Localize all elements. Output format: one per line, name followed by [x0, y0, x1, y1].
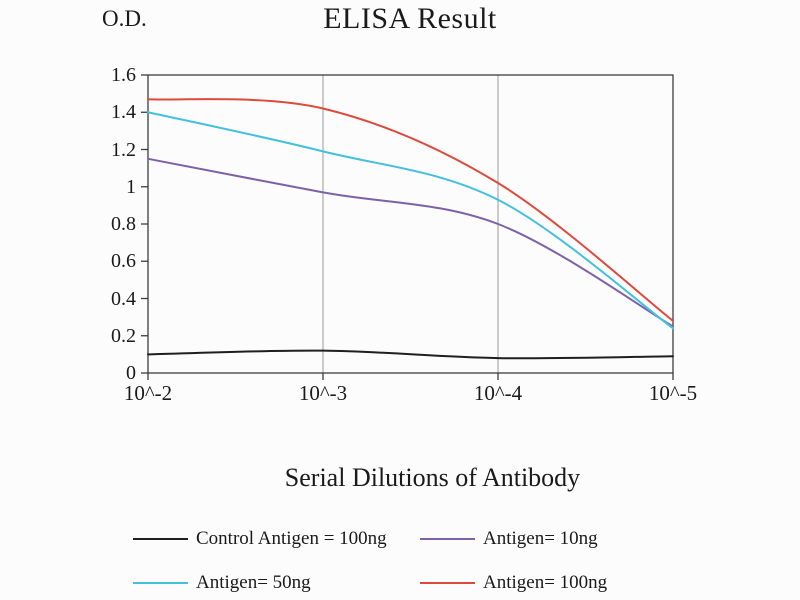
legend-label-control-antigen: Control Antigen = 100ng — [196, 528, 387, 549]
legend-label-antigen-100ng: Antigen= 100ng — [483, 572, 608, 593]
x-tick-label: 10^-4 — [473, 381, 523, 405]
legend-line-antigen-100ng-icon — [420, 582, 475, 584]
y-tick-label: 1.2 — [111, 138, 136, 161]
legend-item-antigen-50ng: Antigen= 50ng — [133, 572, 420, 594]
plot-border — [147, 74, 674, 374]
x-tick-label: 10^-5 — [648, 381, 698, 405]
y-tick-label: 0.2 — [111, 324, 136, 347]
y-tick-label: 0.6 — [111, 250, 136, 273]
legend-label-antigen-10ng: Antigen= 10ng — [483, 528, 598, 549]
legend-item-antigen-10ng: Antigen= 10ng — [420, 528, 598, 550]
series-line-antigen-50ng — [147, 111, 674, 330]
legend-item-antigen-100ng: Antigen= 100ng — [420, 572, 607, 594]
y-axis-label: O.D. — [102, 6, 147, 31]
legend-row-2: Antigen= 50ng Antigen= 100ng — [133, 561, 713, 600]
chart-title: ELISA Result — [323, 2, 497, 35]
series-line-control-antigen-100ng — [147, 349, 674, 360]
y-tick-label: 1 — [126, 175, 136, 198]
y-tick-label: 1.6 — [111, 64, 136, 86]
y-tick-label: 0 — [126, 362, 136, 384]
x-axis-title: Serial Dilutions of Antibody — [284, 463, 581, 492]
x-tick-label: 10^-2 — [123, 381, 173, 405]
legend-row-1: Control Antigen = 100ng Antigen= 10ng — [133, 517, 713, 561]
legend-item-control-antigen: Control Antigen = 100ng — [133, 528, 420, 550]
legend-line-antigen-10ng-icon — [420, 538, 475, 540]
legend-label-antigen-50ng: Antigen= 50ng — [196, 572, 311, 593]
y-tick-label: 1.4 — [111, 101, 136, 124]
legend-line-antigen-50ng-icon — [133, 582, 188, 584]
legend: Control Antigen = 100ng Antigen= 10ng An… — [133, 517, 713, 600]
y-tick-label: 0.4 — [111, 287, 136, 310]
x-tick-label: 10^-3 — [298, 381, 348, 405]
series-line-antigen-10ng — [147, 157, 674, 328]
legend-line-control-antigen-icon — [133, 538, 188, 540]
y-tick-label: 0.8 — [111, 213, 136, 235]
series-line-antigen-100ng — [147, 98, 674, 322]
